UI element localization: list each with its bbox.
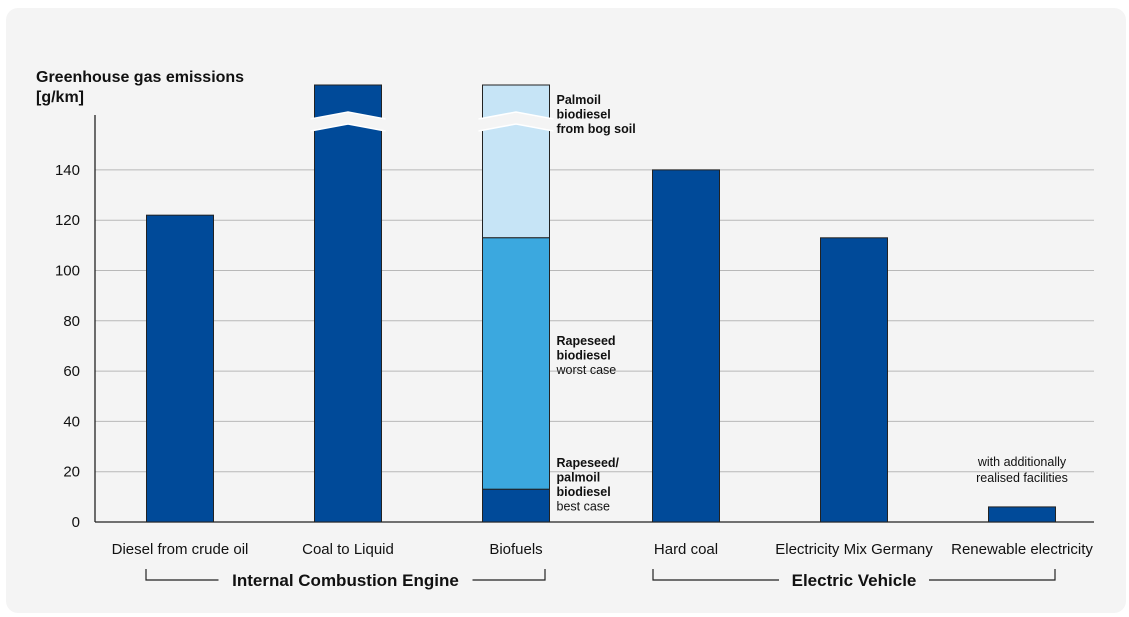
y-tick-label: 120 xyxy=(55,212,80,229)
y-tick-label: 20 xyxy=(63,464,80,481)
group-bracket-right xyxy=(929,569,1056,581)
bar-renewable-electricity xyxy=(988,506,1056,523)
label-rapeseed-palmoil-best-case-line: palmoil xyxy=(557,471,601,485)
axis-break-coal-to-liquid-edge-top xyxy=(310,111,386,120)
label-palmoil-bog-soil-line: biodiesel xyxy=(557,108,611,122)
x-category-label: Biofuels xyxy=(489,541,542,558)
x-category-label: Electricity Mix Germany xyxy=(775,541,933,558)
label-palmoil-bog-soil-line: Palmoil xyxy=(557,93,601,107)
x-category-label: Coal to Liquid xyxy=(302,541,394,558)
label-rapeseed-worst-case-line: worst case xyxy=(556,363,617,377)
group-bracket-left xyxy=(145,569,219,581)
group-bracket-left xyxy=(652,569,779,581)
label-palmoil-bog-soil-line: from bog soil xyxy=(557,122,636,136)
bar-biofuels-rapeseed-worst-case xyxy=(482,237,550,490)
y-tick-label: 80 xyxy=(63,313,80,330)
label-rapeseed-palmoil-best-case-line: biodiesel xyxy=(557,485,611,499)
x-category-label: Hard coal xyxy=(654,541,718,558)
bar-coal-to-liquid xyxy=(314,84,382,523)
y-tick-label: 100 xyxy=(55,263,80,280)
bar-diesel-from-crude-oil xyxy=(146,214,214,523)
x-category-label: Renewable electricity xyxy=(951,541,1093,558)
group-bracket-right xyxy=(472,569,546,581)
label-rapeseed-worst-case-line: biodiesel xyxy=(557,349,611,363)
bar-biofuels-palmoil-bog-soil xyxy=(482,84,550,239)
bar-note-line: realised facilities xyxy=(976,471,1068,485)
x-category-label: Diesel from crude oil xyxy=(112,541,249,558)
y-tick-label: 60 xyxy=(63,363,80,380)
axis-break-biofuels-edge-bottom xyxy=(478,123,554,132)
y-tick-label: 40 xyxy=(63,413,80,430)
bar-biofuels-best-case xyxy=(482,488,550,523)
label-rapeseed-palmoil-best-case-line: Rapeseed/ xyxy=(557,456,620,470)
bar-note-line: with additionally xyxy=(977,455,1067,469)
bar-hard-coal xyxy=(652,169,720,523)
group-label: Electric Vehicle xyxy=(792,571,917,590)
y-tick-label: 140 xyxy=(55,162,80,179)
group-label: Internal Combustion Engine xyxy=(232,571,459,590)
chart-title: Greenhouse gas emissions xyxy=(36,69,244,86)
axis-break-coal-to-liquid xyxy=(310,112,386,131)
y-tick-label: 0 xyxy=(72,514,80,531)
axis-break-coal-to-liquid-edge-bottom xyxy=(310,123,386,132)
axis-break-biofuels-edge-top xyxy=(478,111,554,120)
label-rapeseed-worst-case-line: Rapeseed xyxy=(557,334,616,348)
axis-break-biofuels xyxy=(478,112,554,131)
bar-electricity-mix-germany xyxy=(820,237,888,523)
y-unit-label: [g/km] xyxy=(36,89,84,106)
label-rapeseed-palmoil-best-case-line: best case xyxy=(557,500,611,514)
